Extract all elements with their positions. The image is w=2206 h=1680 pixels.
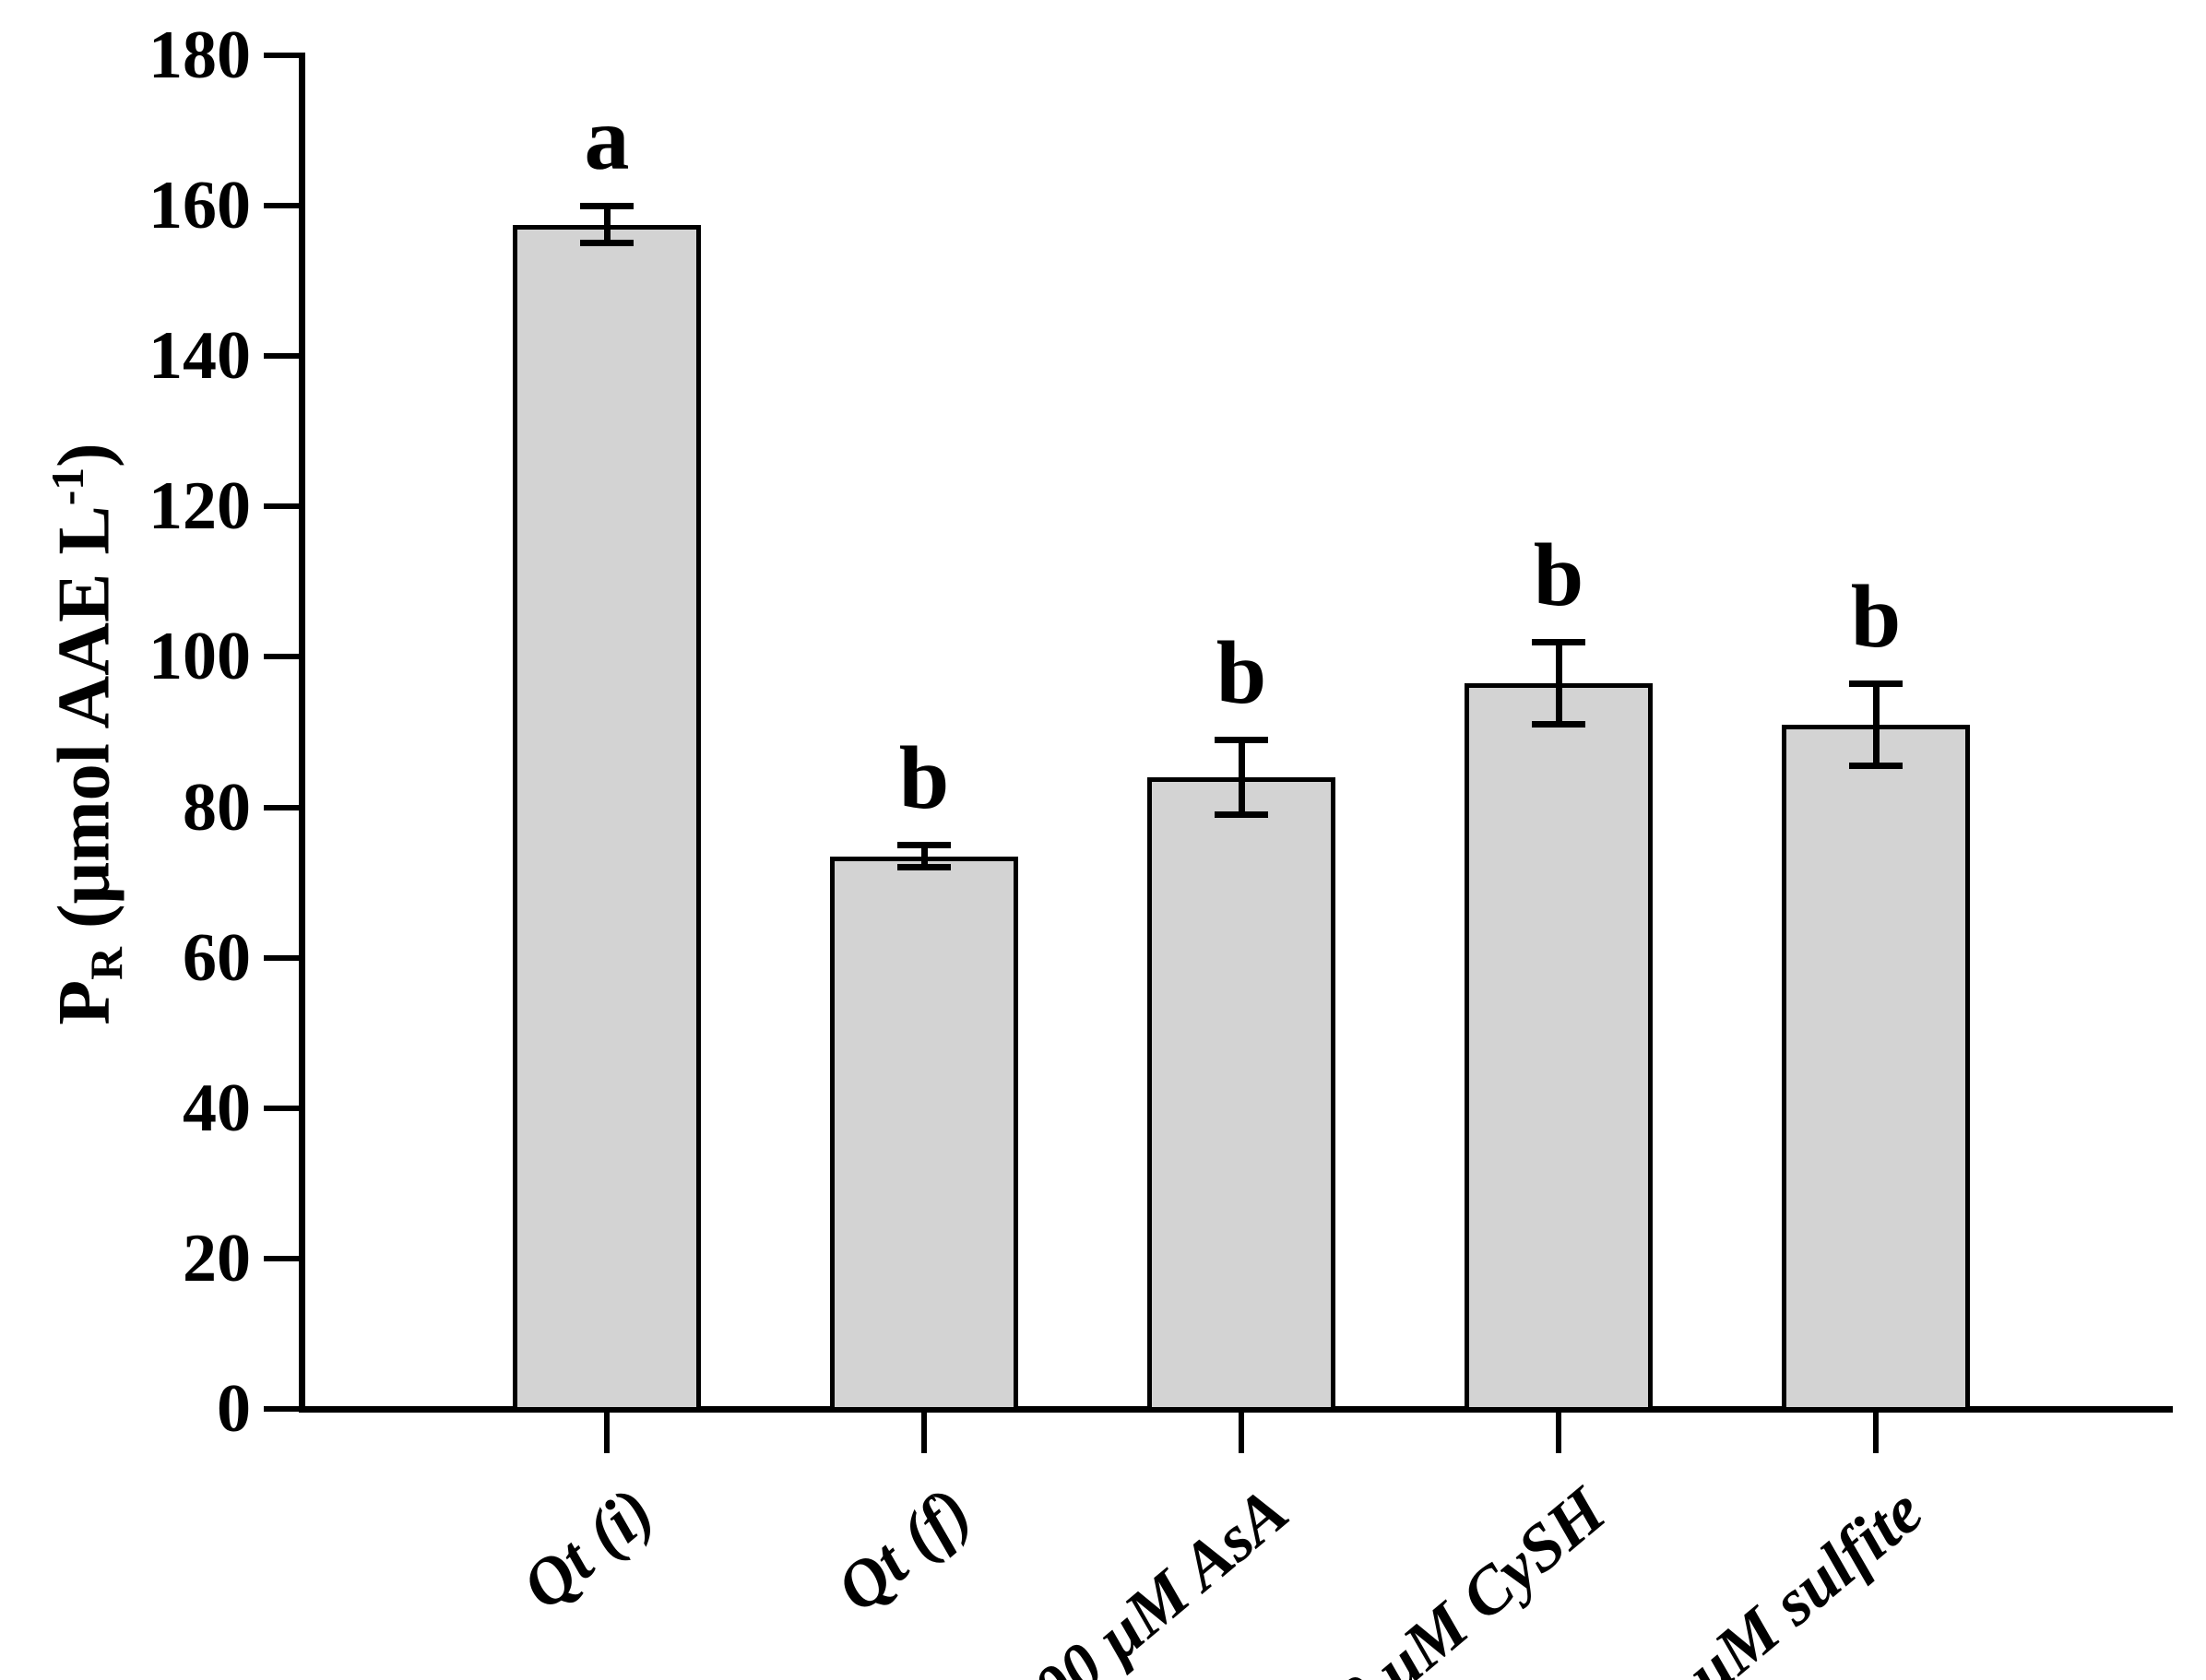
error-bar-cap-bottom — [1532, 720, 1585, 728]
y-axis-title-subscript: R — [81, 946, 133, 980]
y-axis-title-main: P — [43, 979, 125, 1025]
y-tick-label: 180 — [148, 18, 251, 93]
significance-letter: a — [584, 89, 630, 190]
y-tick — [264, 353, 299, 360]
y-tick — [264, 1105, 299, 1111]
y-axis-title-rest: (μmol AAE L — [43, 505, 125, 947]
bar-4 — [1465, 682, 1653, 1412]
error-bar-line — [1239, 739, 1245, 815]
y-tick — [264, 804, 299, 810]
significance-letter: b — [1533, 526, 1584, 626]
y-tick-label: 60 — [183, 919, 251, 996]
y-tick — [264, 203, 299, 209]
bar-2 — [830, 856, 1018, 1412]
error-bar-cap-bottom — [1215, 810, 1268, 818]
y-tick-label: 140 — [148, 318, 251, 395]
y-tick — [264, 654, 299, 660]
error-bar-cap-top — [1532, 639, 1585, 646]
x-tick — [1239, 1413, 1244, 1453]
bar-3 — [1147, 776, 1335, 1412]
y-tick-label: 40 — [183, 1070, 251, 1146]
significance-letter: b — [898, 728, 950, 829]
error-bar-line — [1873, 682, 1880, 766]
y-axis-title-superscript: -1 — [42, 467, 93, 506]
bar-5 — [1782, 724, 1970, 1412]
bar-1 — [513, 224, 701, 1412]
y-axis-line — [299, 53, 305, 1412]
y-tick — [264, 1255, 299, 1261]
error-bar-cap-bottom — [1849, 762, 1903, 769]
significance-letter: b — [1216, 623, 1267, 724]
error-bar-line — [1556, 642, 1562, 725]
x-tick-label: Qt (i) — [507, 1473, 668, 1624]
x-tick — [604, 1413, 610, 1453]
y-tick-label: 100 — [148, 619, 251, 695]
y-tick-label: 0 — [217, 1371, 251, 1447]
significance-letter: b — [1850, 566, 1902, 667]
error-bar-cap-top — [1215, 737, 1268, 744]
error-bar-line — [604, 206, 611, 243]
y-tick-label: 20 — [183, 1220, 251, 1296]
y-tick-label: 80 — [183, 769, 251, 846]
error-bar-cap-bottom — [897, 863, 951, 870]
y-tick-label: 160 — [148, 168, 251, 244]
y-tick — [264, 954, 299, 961]
x-tick — [921, 1413, 927, 1453]
error-bar-cap-top — [897, 842, 951, 849]
x-tick — [1873, 1413, 1879, 1453]
y-tick-label: 120 — [148, 468, 251, 545]
y-axis-title: PR (μmol AAE L-1) — [24, 181, 132, 1287]
x-tick — [1556, 1413, 1561, 1453]
error-bar-cap-bottom — [580, 239, 634, 246]
error-bar-cap-top — [1849, 680, 1903, 687]
y-axis-title-close: ) — [43, 443, 125, 467]
y-tick — [264, 1406, 299, 1412]
error-bar-line — [921, 845, 928, 868]
y-tick — [264, 53, 299, 58]
y-tick — [264, 503, 299, 510]
error-bar-cap-top — [580, 203, 634, 210]
